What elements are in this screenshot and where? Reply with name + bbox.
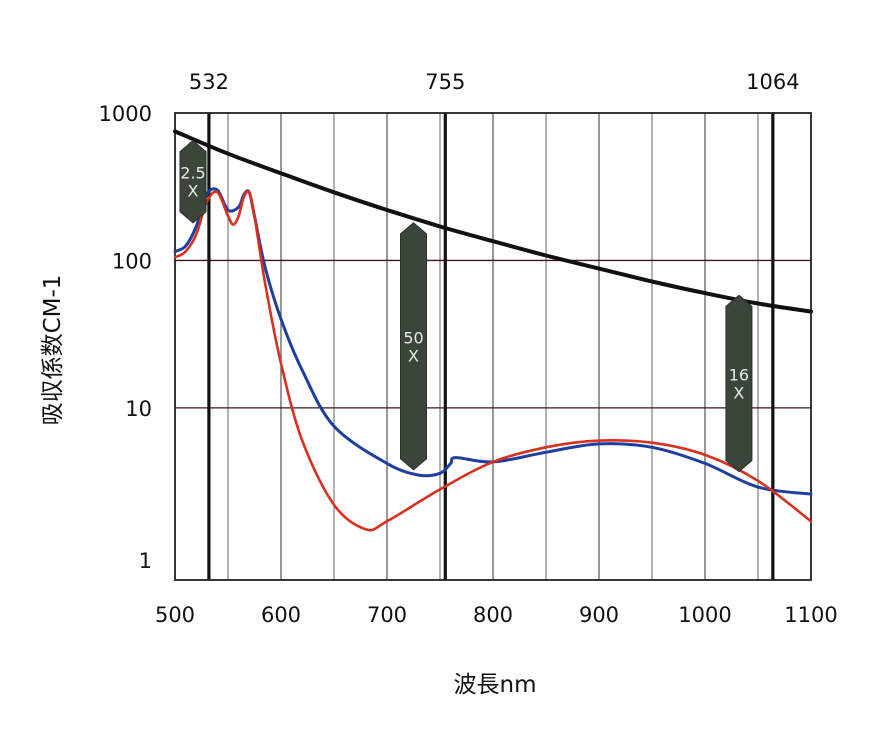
series-line bbox=[173, 189, 813, 532]
multiplier-value: 2.5 bbox=[180, 164, 205, 183]
multiplier-x: X bbox=[733, 383, 744, 402]
x-tick-label: 500 bbox=[155, 603, 195, 627]
x-axis-label: 波長nm bbox=[454, 672, 537, 698]
x-tick-label: 600 bbox=[261, 603, 301, 627]
y-axis-label: 吸収係数CM-1 bbox=[40, 275, 66, 426]
gridlines bbox=[175, 113, 811, 580]
x-tick-labels: 500 600 700 800 900 1000 1100 bbox=[155, 603, 838, 627]
multiplier-value: 50 bbox=[403, 328, 423, 347]
multiplier-marker bbox=[179, 139, 207, 224]
y-tick-label: 1000 bbox=[99, 102, 152, 126]
multiplier-marker bbox=[400, 222, 427, 471]
y-tick-label: 1 bbox=[139, 549, 152, 573]
wavelength-marker-lines bbox=[207, 113, 775, 580]
series-group bbox=[173, 129, 813, 532]
top-marker-label: 532 bbox=[189, 70, 229, 94]
top-marker-labels: 532 755 1064 bbox=[189, 70, 800, 94]
multiplier-marker bbox=[725, 294, 753, 473]
x-tick-label: 900 bbox=[579, 603, 619, 627]
series-line bbox=[173, 129, 813, 314]
y-tick-labels: 1 10 100 1000 bbox=[99, 102, 152, 573]
plot-border bbox=[174, 112, 812, 581]
y-tick-label: 10 bbox=[125, 397, 152, 421]
series-line bbox=[173, 187, 813, 496]
top-marker-label: 755 bbox=[425, 70, 465, 94]
multiplier-x: X bbox=[188, 182, 199, 201]
x-tick-label: 800 bbox=[473, 603, 513, 627]
x-tick-label: 1000 bbox=[678, 603, 731, 627]
plot-frame bbox=[174, 112, 812, 581]
multiplier-x: X bbox=[408, 346, 419, 365]
x-tick-label: 700 bbox=[367, 603, 407, 627]
x-tick-label: 1100 bbox=[784, 603, 837, 627]
y-tick-label: 100 bbox=[112, 249, 152, 273]
top-marker-label: 1064 bbox=[746, 70, 799, 94]
multiplier-value: 16 bbox=[729, 365, 749, 384]
